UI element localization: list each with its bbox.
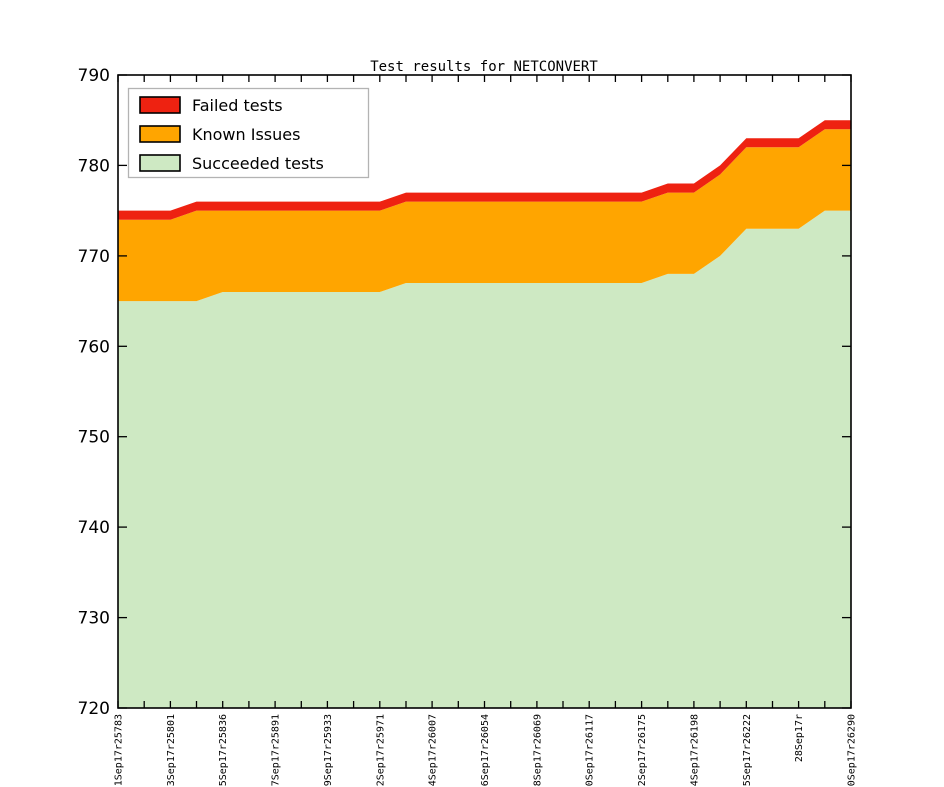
x-axis-tick-label: 0Sep17r26117 (585, 714, 596, 786)
chart-title: Test results for NETCONVERT (370, 59, 598, 75)
legend-swatch-known-issues (139, 125, 181, 143)
x-axis-tick-label: 3Sep17r25801 (166, 714, 177, 786)
y-axis-tick-label: 780 (78, 156, 110, 176)
x-axis-tick-label: 2Sep17r26175 (637, 714, 648, 786)
y-axis-tick-label: 770 (78, 247, 110, 267)
area-known-issues (118, 129, 851, 302)
area-failed-tests (118, 120, 851, 220)
x-axis-tick-label: 9Sep17r25933 (323, 714, 334, 786)
x-axis-tick-label: 7Sep17r25891 (271, 714, 282, 786)
x-axis-tick-label: 4Sep17r26007 (428, 714, 439, 786)
y-axis-tick-label: 740 (78, 518, 110, 538)
x-axis-tick-label: 5Sep17r25836 (218, 714, 229, 786)
area-succeeded-tests (118, 210, 851, 708)
y-axis-tick-label: 790 (78, 66, 110, 86)
legend-label-failed-tests: Failed tests (192, 96, 283, 115)
legend-label-known-issues: Known Issues (192, 125, 300, 144)
x-axis-tick-label: 5Sep17r26222 (742, 714, 753, 786)
legend-label-succeeded-tests: Succeeded tests (192, 154, 324, 173)
y-axis-tick-label: 720 (78, 699, 110, 719)
y-axis-tick-label: 760 (78, 337, 110, 357)
x-axis-tick-label: 28Sep17r (794, 714, 805, 762)
x-axis-tick-label: 2Sep17r25971 (375, 714, 386, 786)
x-axis-tick-label: 1Sep17r25783 (114, 714, 125, 786)
stacked-areas (118, 120, 851, 708)
x-axis-tick-label: 0Sep17r26290 (847, 714, 858, 786)
legend-swatch-succeeded-tests (139, 154, 181, 172)
x-axis-tick-label: 6Sep17r26054 (480, 714, 491, 786)
y-axis-tick-label: 750 (78, 428, 110, 448)
x-axis-tick-labels: 1Sep17r25783 3Sep17r25801 5Sep17r25836 7Sep… (114, 714, 858, 786)
x-axis-tick-label: 8Sep17r26069 (532, 714, 543, 786)
plot-border (117, 74, 852, 709)
legend-swatch-failed-tests (139, 96, 181, 114)
legend: Failed tests Known Issues Succeeded tests (127, 87, 370, 179)
x-axis-tick-label: 4Sep17r26198 (689, 714, 700, 786)
y-axis-tick-labels: 720 730 740 750 760 770 780 790 (78, 66, 110, 719)
y-axis-tick-label: 730 (78, 609, 110, 629)
